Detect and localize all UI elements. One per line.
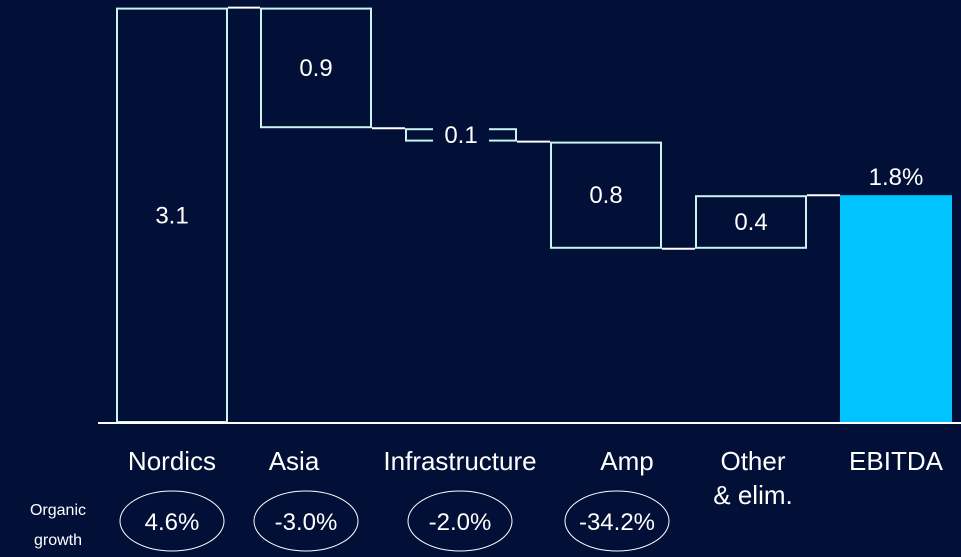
category-label: & elim. bbox=[713, 480, 792, 510]
waterfall-bar bbox=[695, 195, 807, 249]
data-label: 1.8% bbox=[869, 164, 924, 191]
waterfall-bar bbox=[550, 141, 662, 249]
organic-growth-label: Organic bbox=[30, 502, 86, 519]
category-label: Amp bbox=[600, 446, 653, 476]
data-label: 0.9 bbox=[299, 55, 332, 82]
growth-ellipse bbox=[253, 490, 359, 552]
growth-ellipse bbox=[564, 490, 670, 552]
growth-value: -34.2% bbox=[579, 509, 655, 536]
waterfall-bar bbox=[260, 7, 372, 129]
data-label: 0.8 bbox=[589, 182, 622, 209]
organic-growth-label: growth bbox=[34, 532, 82, 549]
category-label: EBITDA bbox=[849, 446, 944, 476]
label-backing bbox=[433, 122, 489, 147]
category-label: Other bbox=[720, 446, 785, 476]
growth-ellipse bbox=[407, 490, 513, 552]
growth-value: 4.6% bbox=[145, 509, 200, 536]
category-label: Infrastructure bbox=[383, 446, 536, 476]
data-label: 0.1 bbox=[444, 122, 477, 149]
category-label: Asia bbox=[269, 446, 320, 476]
growth-ellipse bbox=[119, 490, 225, 552]
data-label: 3.1 bbox=[155, 202, 188, 229]
category-label: Nordics bbox=[128, 446, 216, 476]
growth-value: -2.0% bbox=[429, 509, 492, 536]
data-label: 0.4 bbox=[734, 209, 767, 236]
growth-value: -3.0% bbox=[275, 509, 338, 536]
waterfall-bar bbox=[840, 195, 952, 423]
